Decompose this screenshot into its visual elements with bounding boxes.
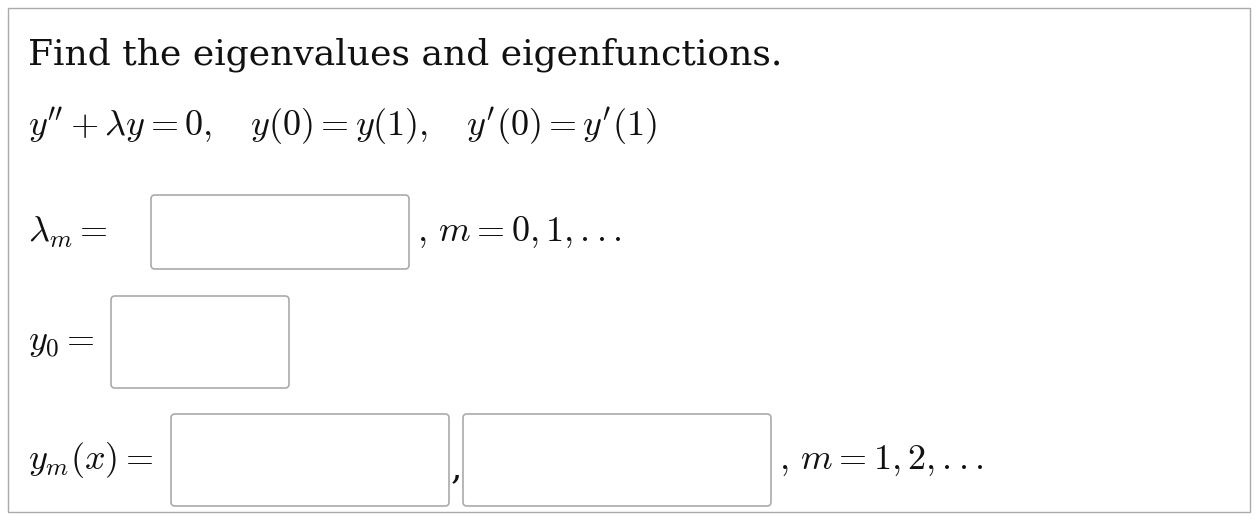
Text: $\lambda_m =$: $\lambda_m =$ (28, 214, 108, 250)
Text: $,\, m = 1, 2, ...$: $,\, m = 1, 2, ...$ (779, 443, 984, 477)
FancyBboxPatch shape (463, 414, 771, 506)
Text: $y'' + \lambda y = 0, \quad y(0) = y(1), \quad y'(0) = y'(1)$: $y'' + \lambda y = 0, \quad y(0) = y(1),… (28, 105, 657, 147)
Text: $,\, m = 0, 1, ...$: $,\, m = 0, 1, ...$ (416, 214, 621, 250)
Text: ,: , (452, 451, 463, 485)
Text: $y_0 =$: $y_0 =$ (28, 325, 96, 359)
FancyBboxPatch shape (111, 296, 289, 388)
Text: Find the eigenvalues and eigenfunctions.: Find the eigenvalues and eigenfunctions. (28, 38, 782, 72)
FancyBboxPatch shape (171, 414, 449, 506)
Text: $y_m(x) =$: $y_m(x) =$ (28, 440, 153, 480)
FancyBboxPatch shape (151, 195, 409, 269)
